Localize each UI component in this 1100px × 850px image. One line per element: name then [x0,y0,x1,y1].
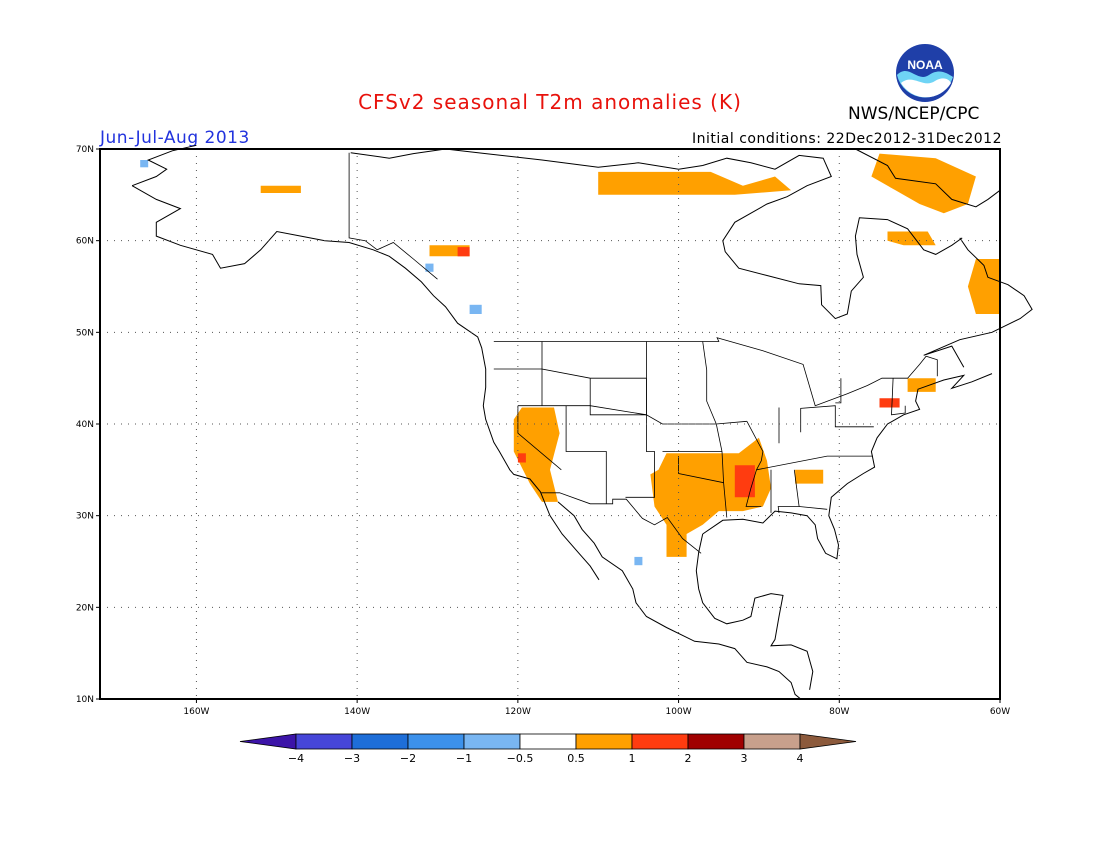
anomaly-region-8 [795,469,824,484]
coastline-7 [855,148,1001,208]
colorbar-label: 0.5 [567,752,585,765]
lat-tick-label: 60N [76,237,94,247]
coastline-5 [350,148,963,320]
strong-anomaly-region-0 [734,465,755,498]
colorbar-bin-0 [239,733,297,750]
border-21 [493,368,543,406]
logo-text: NOAA [907,58,943,72]
colorbar-bin-10 [799,733,857,750]
cold-anomaly-region-1 [469,304,482,314]
anomaly-region-2 [598,171,792,195]
anomaly-region-4 [967,259,1000,314]
border-16 [800,405,874,433]
border-6 [589,377,647,416]
page-title: CFSv2 seasonal T2m anomalies (K) [358,90,742,114]
border-18 [835,378,842,404]
border-3 [517,405,747,425]
lat-tick-label: 40N [76,420,94,430]
border-4 [517,405,562,471]
lon-tick-label: 120W [505,707,531,717]
border-5 [565,405,607,504]
lat-tick-label: 70N [76,145,94,155]
strong-anomaly-region-3 [517,453,526,463]
border-10 [678,456,724,484]
colorbar-label: −3 [344,752,360,765]
border-20 [541,341,591,379]
colorbar: −4 −3 −2 −1 −0.5 0.5 1 2 3 4 [239,733,857,765]
lon-tick-label: 140W [344,707,370,717]
strong-anomaly-region-1 [457,247,470,257]
lat-tick-label: 10N [76,695,94,705]
axis-labels: 160W 140W 120W 100W 80W 60W 10N 20N 30N 40N 50N 60N… [76,145,1010,717]
coastline-2 [695,533,814,690]
lon-tick-label: 60W [990,707,1010,717]
colorbar-label: −1 [456,752,472,765]
colorbar-bin-5 [519,733,577,750]
border-2 [541,492,702,554]
anomaly-region-0 [513,407,560,502]
anomaly-region-3 [871,153,976,214]
anomaly-region-6 [260,185,301,193]
colorbar-label: 2 [685,752,692,765]
noaa-logo-icon: NOAA [895,43,955,107]
colorbar-bin-8 [687,733,745,750]
lon-tick-label: 80W [829,707,849,717]
colorbar-label: 4 [797,752,804,765]
coastline-3 [702,373,993,560]
colorbar-label: −2 [400,752,416,765]
anomaly-layer [140,153,1000,566]
coastline-0 [131,185,600,581]
border-14 [799,506,828,510]
coastline-4 [923,237,1033,368]
lat-tick-label: 30N [76,512,94,522]
agency-label: NWS/NCEP/CPC [848,104,980,124]
colorbar-bin-4 [463,733,521,750]
lon-tick-label: 160W [183,707,209,717]
border-0 [348,152,438,280]
colorbar-label: 3 [741,752,748,765]
lat-tick-label: 50N [76,328,94,338]
colorbar-label: −0.5 [507,752,534,765]
colorbar-bin-3 [407,733,465,750]
lon-tick-label: 100W [666,707,692,717]
anomaly-region-1 [650,437,771,557]
cold-anomaly-region-3 [425,263,434,272]
lat-tick-label: 20N [76,603,94,613]
colorbar-bin-6 [575,733,633,750]
border-1 [493,337,938,407]
colorbar-bin-1 [295,733,353,750]
colorbar-bin-2 [351,733,409,750]
colorbar-bin-9 [743,733,801,750]
colorbar-label: −4 [288,752,304,765]
anomaly-region-5 [887,231,936,246]
coastline-layer [131,144,1033,700]
colorbar-label: 1 [629,752,636,765]
border-15 [756,455,873,471]
cold-anomaly-region-2 [634,556,643,566]
border-19 [891,378,906,416]
colorbar-bin-7 [631,733,689,750]
coastline-1 [557,501,802,700]
initial-conditions-label: Initial conditions: 22Dec2012-31Dec2012 [692,131,1002,147]
season-label: Jun-Jul-Aug 2013 [100,128,250,148]
cold-anomaly-region-0 [140,160,149,168]
border-7 [625,341,655,498]
graticule-layer [100,149,1000,699]
anomaly-region-9 [907,378,936,392]
border-13 [777,469,800,513]
strong-anomaly-region-2 [879,398,900,408]
